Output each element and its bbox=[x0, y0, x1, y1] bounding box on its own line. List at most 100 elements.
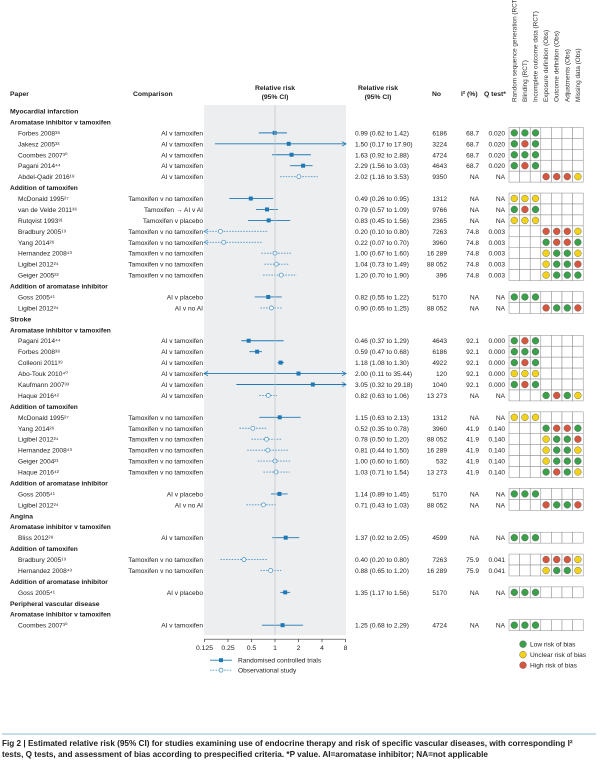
bias-dot-r bbox=[542, 173, 550, 181]
bias-cell bbox=[572, 159, 584, 172]
study-paper: Forbes 2008³⁸ bbox=[18, 130, 60, 137]
bias-cell bbox=[551, 149, 563, 161]
bias-dot-g bbox=[553, 501, 561, 509]
study-comparison: AI v tamoxifen bbox=[161, 393, 203, 400]
bias-dot-r bbox=[542, 227, 550, 235]
bias-cell bbox=[508, 302, 520, 314]
study-i2: 68.7 bbox=[466, 163, 479, 170]
bias-cell bbox=[561, 203, 573, 216]
study-paper: Bradbury 2005¹⁹ bbox=[18, 229, 66, 236]
bias-cell bbox=[551, 159, 563, 172]
study-comparison: Tamoxifen v no tamoxifen bbox=[128, 568, 203, 575]
point-estimate-rct bbox=[266, 218, 271, 223]
bias-cell bbox=[540, 586, 552, 599]
study-no: 396 bbox=[436, 273, 447, 280]
study-no: 4599 bbox=[432, 535, 447, 542]
study-comparison: AI v tamoxifen bbox=[161, 382, 203, 389]
point-estimate-rct bbox=[283, 535, 288, 540]
bias-cell bbox=[529, 170, 542, 183]
study-no: 4922 bbox=[432, 360, 447, 367]
bias-cell bbox=[529, 444, 542, 456]
x-tick-label: 0.125 bbox=[196, 645, 213, 652]
study-comparison: AI v tamoxifen bbox=[161, 152, 203, 159]
study-rr-text: 1.25 (0.68 to 2.29) bbox=[355, 623, 409, 630]
header-comparison: Comparison bbox=[133, 91, 173, 98]
bias-dot-r bbox=[574, 260, 582, 268]
bias-dot-r bbox=[553, 424, 561, 432]
ci-arrow-left bbox=[203, 228, 209, 234]
bias-dot-g bbox=[531, 151, 540, 159]
bias-dot-y bbox=[574, 446, 582, 454]
bias-dot-r bbox=[553, 468, 561, 476]
x-tick-label: 2 bbox=[297, 645, 301, 652]
bias-dot-g bbox=[510, 380, 518, 389]
bias-cell bbox=[551, 367, 563, 380]
bias-dot-r bbox=[542, 555, 550, 564]
study-q: NA bbox=[496, 305, 506, 312]
bias-dot-r bbox=[521, 205, 529, 214]
study-rr-text: 2.29 (1.56 to 3.03) bbox=[355, 163, 409, 170]
bias-dot-g bbox=[531, 588, 540, 596]
bias-dot-y bbox=[531, 369, 540, 378]
bias-cell bbox=[519, 389, 531, 402]
bias-dot-g bbox=[531, 359, 540, 367]
bias-dot-g bbox=[563, 468, 571, 476]
bias-cell bbox=[529, 553, 542, 566]
bias-cell bbox=[540, 291, 552, 303]
study-paper: Bliss 2012²⁸ bbox=[18, 535, 54, 542]
point-estimate-obs bbox=[278, 272, 284, 278]
study-no: 13 273 bbox=[427, 470, 448, 477]
study-comparison: Tamoxifen v no tamoxifen bbox=[128, 251, 203, 258]
bias-dot-y bbox=[574, 468, 582, 476]
point-estimate-rct bbox=[278, 360, 283, 365]
study-i2: 68.7 bbox=[466, 141, 479, 148]
bias-cell bbox=[551, 345, 563, 358]
bias-dot-r bbox=[574, 501, 582, 509]
bias-dot-y bbox=[542, 457, 550, 465]
study-q: NA bbox=[496, 393, 506, 400]
bias-dot-r bbox=[521, 359, 529, 367]
point-estimate-rct bbox=[246, 338, 251, 343]
bias-cell bbox=[572, 214, 584, 227]
bias-cell bbox=[508, 389, 520, 402]
bias-dot-g bbox=[542, 238, 550, 246]
point-estimate-rct bbox=[283, 590, 288, 595]
study-q: NA bbox=[496, 294, 506, 301]
bias-cell bbox=[572, 149, 584, 161]
bias-dot-y bbox=[521, 194, 529, 203]
bias-dot-g bbox=[553, 446, 561, 454]
study-i2: 92.1 bbox=[466, 349, 479, 356]
study-i2: NA bbox=[470, 491, 480, 498]
study-rr-text: 1.63 (0.92 to 2.88) bbox=[355, 152, 409, 159]
study-q: 0.140 bbox=[488, 426, 505, 433]
bias-col-header-1: Random sequence generation (RCT) bbox=[511, 0, 518, 102]
bias-cell bbox=[572, 345, 584, 358]
bias-dot-g bbox=[574, 238, 582, 246]
x-tick-label: 1 bbox=[273, 645, 277, 652]
bias-dot-g bbox=[521, 621, 529, 629]
study-no: 7263 bbox=[432, 557, 447, 564]
point-estimate-rct bbox=[280, 623, 285, 628]
study-comparison: AI v tamoxifen bbox=[161, 174, 203, 181]
bias-cell bbox=[540, 367, 552, 380]
bias-dot-g bbox=[510, 621, 518, 629]
legend-obs-label: Observational study bbox=[238, 667, 297, 674]
study-rr-text: 1.35 (1.17 to 1.56) bbox=[355, 590, 409, 597]
study-paper: Kaufmann 2007³³ bbox=[18, 382, 70, 389]
study-i2: NA bbox=[470, 294, 480, 301]
point-estimate-obs bbox=[264, 436, 269, 442]
study-paper: Haque 2016⁴² bbox=[18, 470, 60, 477]
study-comparison: AI v tamoxifen bbox=[161, 623, 203, 630]
bias-cell bbox=[529, 499, 542, 511]
study-i2: NA bbox=[470, 393, 480, 400]
bias-dot-g bbox=[563, 435, 571, 443]
bias-cell bbox=[561, 192, 573, 205]
study-rr-text: 0.81 (0.44 to 1.50) bbox=[355, 448, 409, 455]
study-q: 0.020 bbox=[488, 163, 505, 170]
bias-dot-g bbox=[574, 424, 582, 432]
bias-cell bbox=[508, 499, 520, 511]
bias-dot-g bbox=[542, 391, 550, 400]
study-comparison: Tamoxifen v no tamoxifen bbox=[128, 448, 203, 455]
bias-dot-g bbox=[553, 566, 561, 575]
bias-cell bbox=[540, 214, 552, 227]
